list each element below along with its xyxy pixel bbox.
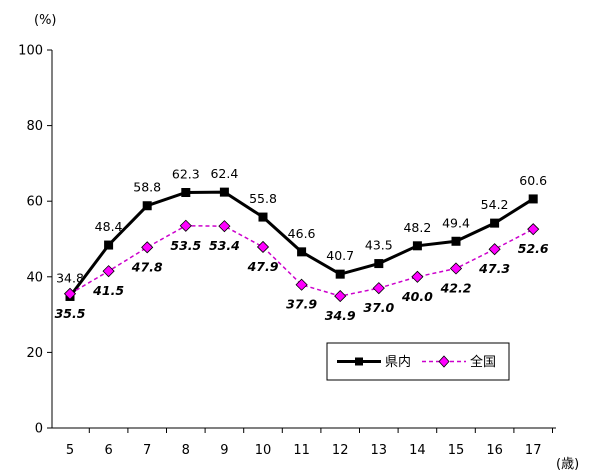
x-tick-label: 7: [143, 443, 151, 458]
data-label-zenkoku: 42.2: [440, 280, 472, 295]
data-point-kennai: [451, 236, 461, 246]
x-tick-label: 5: [66, 443, 74, 458]
x-tick-label: 8: [182, 443, 190, 458]
data-label-zenkoku: 53.5: [170, 238, 201, 253]
data-label-kennai: 43.5: [365, 238, 393, 253]
y-tick-label: 60: [26, 195, 43, 210]
x-axis-unit: (歳): [556, 457, 579, 472]
data-point-zenkoku: [141, 241, 154, 254]
data-point-zenkoku: [295, 278, 308, 291]
data-point-kennai: [335, 269, 345, 279]
data-label-zenkoku: 41.5: [92, 283, 124, 298]
data-point-kennai: [258, 212, 268, 222]
y-tick-label: 20: [26, 346, 43, 361]
data-label-kennai: 60.6: [519, 173, 547, 188]
y-axis-unit: (%): [34, 13, 57, 28]
x-tick-label: 10: [255, 443, 272, 458]
x-tick-label: 16: [486, 443, 503, 458]
series-layer: [63, 187, 540, 303]
data-labels: 34.8 48.4 58.8 62.3 62.4 55.8 46.6 40.7 43.5 48.2…: [55, 166, 549, 323]
y-tick-label: 100: [18, 44, 43, 59]
x-tick-label: 14: [409, 443, 426, 458]
data-point-kennai: [412, 241, 422, 251]
data-point-kennai: [142, 201, 152, 211]
data-label-kennai: 48.2: [403, 220, 431, 235]
data-label-zenkoku: 34.9: [325, 308, 356, 323]
data-point-kennai: [219, 187, 229, 197]
x-tick-label: 15: [448, 443, 465, 458]
legend: 県内 全国: [326, 342, 510, 381]
x-axis-ticks: 5 6 7 8 9 10 11 12 13 14 15 16 17: [66, 428, 553, 458]
data-label-kennai: 48.4: [95, 219, 123, 234]
data-label-kennai: 46.6: [288, 226, 316, 241]
y-tick-label: 0: [35, 422, 43, 437]
y-tick-label: 80: [26, 119, 43, 134]
data-point-zenkoku: [218, 220, 231, 233]
data-label-zenkoku: 37.9: [286, 297, 317, 312]
data-label-kennai: 55.8: [249, 191, 277, 206]
y-tick-label: 40: [26, 270, 43, 285]
data-label-kennai: 58.8: [133, 180, 161, 195]
data-point-zenkoku: [372, 282, 385, 295]
x-tick-label: 11: [293, 443, 310, 458]
legend-label-kennai: 県内: [385, 354, 411, 370]
data-point-kennai: [104, 240, 114, 250]
data-point-zenkoku: [411, 270, 424, 283]
data-point-zenkoku: [449, 262, 463, 275]
data-label-kennai: 40.7: [326, 248, 354, 263]
data-label-zenkoku: 47.9: [247, 259, 279, 274]
data-label-zenkoku: 40.0: [401, 289, 433, 304]
x-tick-label: 17: [525, 443, 542, 458]
data-label-kennai: 34.8: [56, 270, 84, 285]
data-label-kennai: 62.3: [172, 167, 200, 182]
data-point-zenkoku: [179, 219, 192, 232]
x-tick-label: 6: [104, 443, 112, 458]
x-tick-label: 12: [332, 443, 349, 458]
data-point-kennai: [490, 218, 500, 228]
data-label-zenkoku: 47.3: [478, 261, 510, 276]
data-label-kennai: 49.4: [442, 215, 470, 230]
data-label-zenkoku: 53.4: [209, 238, 240, 253]
data-label-kennai: 54.2: [481, 197, 509, 212]
x-tick-label: 9: [220, 443, 228, 458]
data-point-zenkoku: [102, 265, 115, 278]
x-tick-label: 13: [371, 443, 388, 458]
y-axis-ticks: 0 20 40 60 80 100: [18, 44, 52, 437]
data-label-kennai: 62.4: [210, 166, 238, 181]
legend-marker-zenkoku: [438, 355, 450, 368]
data-point-zenkoku: [256, 240, 270, 254]
legend-marker-kennai: [355, 357, 363, 366]
data-label-zenkoku: 35.5: [55, 306, 86, 321]
axes: [51, 50, 556, 429]
data-point-zenkoku: [63, 287, 77, 300]
data-point-kennai: [181, 188, 191, 198]
legend-label-zenkoku: 全国: [470, 354, 496, 370]
data-point-zenkoku: [334, 290, 347, 303]
data-point-zenkoku: [527, 223, 540, 236]
data-point-kennai: [528, 194, 538, 204]
data-label-zenkoku: 47.8: [131, 259, 163, 274]
data-point-zenkoku: [488, 243, 501, 256]
data-label-zenkoku: 52.6: [518, 241, 549, 256]
data-label-zenkoku: 37.0: [363, 300, 394, 315]
data-point-kennai: [374, 259, 384, 269]
data-point-kennai: [297, 247, 307, 257]
